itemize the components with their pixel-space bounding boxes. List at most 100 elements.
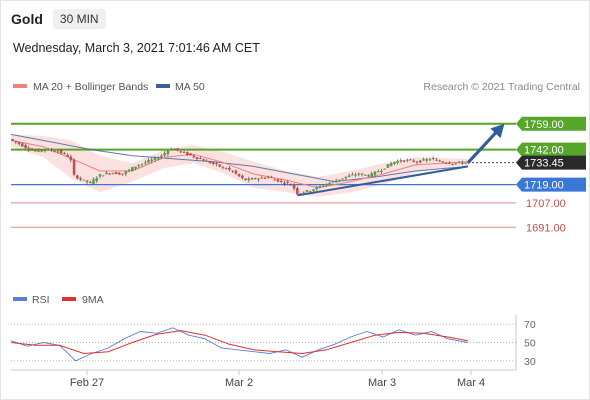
- ma50-line: [10, 133, 469, 183]
- candle-body: [82, 179, 86, 181]
- level-tag-1742.00: [516, 142, 586, 157]
- candle-body: [211, 162, 215, 164]
- candle-body: [156, 158, 160, 160]
- candle-body: [17, 142, 21, 145]
- candle-body: [457, 161, 461, 163]
- candle-body: [257, 178, 260, 180]
- candle-body: [111, 173, 115, 175]
- candle-body: [250, 178, 254, 180]
- candle-body: [30, 149, 34, 151]
- instrument-title: Gold: [11, 11, 43, 27]
- legend-label-ma20: MA 20 + Bollinger Bands: [33, 81, 148, 93]
- candle-body: [108, 173, 111, 175]
- candle-body: [118, 172, 121, 175]
- candle-body: [383, 168, 386, 170]
- candle-body: [315, 186, 319, 190]
- candle-body: [448, 162, 451, 164]
- timestamp: Wednesday, March 3, 2021 7:01:46 AM CET: [13, 41, 260, 55]
- rsi-line: [10, 327, 469, 362]
- trend-line: [297, 165, 469, 197]
- candle-body: [218, 164, 221, 167]
- x-tick-label: Mar 2: [225, 377, 253, 389]
- candle-body: [105, 172, 108, 175]
- candle-body: [444, 162, 448, 164]
- legend-swatch-ma50: [156, 84, 170, 88]
- candle-body: [412, 160, 416, 162]
- candle-body: [431, 157, 435, 159]
- legend-label-ma50: MA 50: [175, 81, 205, 93]
- candle-body: [357, 173, 361, 175]
- candle-body: [221, 167, 225, 169]
- level-label-1691.00: 1691.00: [526, 222, 566, 234]
- candle-body: [163, 153, 166, 156]
- legend-label-9ma: 9MA: [82, 294, 104, 306]
- x-axis: Feb 27 Mar 2 Mar 3 Mar 4: [70, 370, 485, 389]
- candle-body: [354, 174, 357, 176]
- candle-body: [396, 161, 399, 163]
- candle-body: [56, 151, 60, 153]
- candle-body: [192, 155, 196, 158]
- candle-body: [186, 152, 189, 156]
- candle-body: [435, 159, 438, 161]
- candle-body: [370, 173, 374, 177]
- candle-body: [325, 184, 328, 186]
- candle-body: [393, 161, 396, 164]
- candles: [11, 138, 471, 197]
- candle-body: [40, 150, 44, 152]
- timeframe-badge[interactable]: 30 MIN: [52, 9, 106, 29]
- candle-body: [92, 179, 95, 185]
- candle-body: [198, 157, 202, 159]
- candle-body: [418, 160, 422, 163]
- candle-body: [79, 178, 82, 180]
- legend-swatch-rsi: [13, 297, 27, 301]
- candle-body: [69, 156, 73, 161]
- candle-body: [253, 178, 257, 180]
- candle-body: [441, 161, 445, 163]
- legend-swatch-9ma: [62, 297, 76, 301]
- candle-body: [11, 139, 14, 141]
- level-tag-1719.00: [516, 177, 586, 192]
- candle-body: [166, 150, 170, 155]
- candle-body: [438, 160, 441, 162]
- level-label-1733.45: 1733.45: [524, 158, 564, 170]
- bollinger-band: [11, 134, 468, 197]
- forecast-arrow-shaft: [466, 127, 501, 164]
- candle-body: [409, 159, 412, 161]
- candle-body: [338, 179, 341, 181]
- candle-body: [237, 173, 241, 177]
- level-tag-1759.00: [516, 116, 586, 131]
- candle-body: [386, 164, 390, 168]
- candle-body: [160, 155, 163, 158]
- candle-body: [312, 189, 315, 192]
- candle-body: [296, 188, 299, 195]
- candle-body: [169, 148, 173, 151]
- candle-body: [101, 175, 105, 177]
- watermark: Research © 2021 Trading Central: [423, 81, 580, 93]
- candle-body: [121, 173, 124, 175]
- candle-body: [321, 185, 325, 187]
- candle-body: [461, 162, 464, 164]
- candle-body: [425, 159, 429, 161]
- legend-label-rsi: RSI: [32, 294, 50, 306]
- candle-body: [24, 145, 27, 148]
- candle-body: [46, 149, 50, 151]
- candle-body: [63, 152, 66, 154]
- forecast-arrow-head: [490, 123, 505, 139]
- candle-body: [143, 162, 147, 164]
- candle-body: [276, 179, 280, 182]
- candle-body: [147, 160, 150, 163]
- candle-body: [344, 176, 348, 179]
- candle-body: [134, 166, 137, 169]
- candle-body: [380, 170, 383, 172]
- candle-body: [451, 163, 454, 165]
- candle-body: [389, 163, 393, 167]
- candle-body: [124, 171, 128, 175]
- candle-body: [302, 192, 306, 194]
- candle-body: [351, 174, 354, 176]
- candle-body: [363, 174, 367, 176]
- candle-body: [176, 148, 179, 151]
- rsi-panel: 70 50 30: [10, 319, 536, 368]
- candle-body: [59, 150, 63, 154]
- candle-body: [127, 169, 131, 172]
